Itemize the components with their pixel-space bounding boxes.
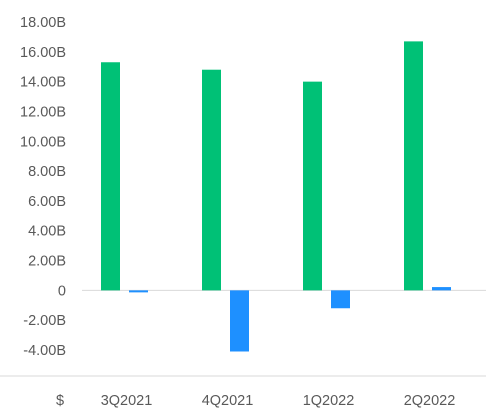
y-tick-label: 18.00B — [20, 15, 66, 31]
bar-2Q2022-series1 — [404, 41, 423, 291]
x-tick-label: 1Q2022 — [303, 393, 355, 409]
y-tick-label: 2.00B — [28, 254, 66, 270]
bar-3Q2021-series2 — [129, 290, 148, 293]
bar-3Q2021-series1 — [101, 62, 120, 291]
y-tick-label: 14.00B — [20, 75, 66, 91]
y-tick-label: 10.00B — [20, 134, 66, 150]
y-tick-label: 8.00B — [28, 164, 66, 180]
bar-series — [101, 41, 451, 352]
y-tick-label: 0 — [58, 283, 66, 299]
bar-4Q2021-series2 — [230, 290, 249, 352]
y-axis-ticks: 18.00B 16.00B 14.00B 12.00B 10.00B 8.00B 6.00B… — [20, 15, 66, 359]
y-tick-label: -4.00B — [23, 343, 66, 359]
bar-1Q2022-series2 — [331, 290, 350, 309]
x-tick-label: 2Q2022 — [404, 393, 456, 409]
bar-2Q2022-series2 — [432, 287, 451, 291]
bar-1Q2022-series1 — [303, 81, 322, 291]
y-tick-label: 16.00B — [20, 45, 66, 61]
x-axis-ticks: 3Q2021 4Q2021 1Q2022 2Q2022 — [101, 393, 456, 409]
x-tick-label: 3Q2021 — [101, 393, 153, 409]
y-tick-label: 6.00B — [28, 194, 66, 210]
y-tick-label: 4.00B — [28, 224, 66, 240]
y-tick-label: -2.00B — [23, 313, 66, 329]
bar-4Q2021-series1 — [202, 69, 221, 291]
x-tick-label: 4Q2021 — [202, 393, 254, 409]
y-tick-label: 12.00B — [20, 104, 66, 120]
currency-label: $ — [56, 393, 64, 409]
